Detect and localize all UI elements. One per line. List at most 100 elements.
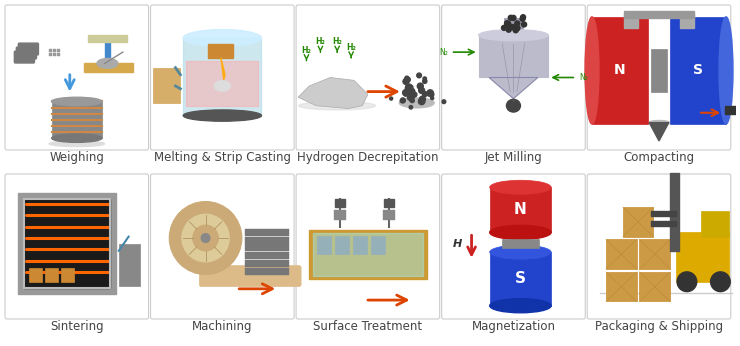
- Circle shape: [710, 272, 730, 292]
- Circle shape: [408, 96, 411, 100]
- Circle shape: [511, 15, 516, 20]
- Circle shape: [409, 98, 413, 101]
- Bar: [152, 67, 181, 103]
- Bar: [49, 53, 53, 56]
- Circle shape: [404, 92, 408, 96]
- Circle shape: [417, 83, 423, 89]
- Text: H: H: [453, 239, 462, 249]
- Bar: [49, 49, 53, 52]
- Bar: [701, 211, 729, 237]
- FancyBboxPatch shape: [16, 47, 36, 59]
- Circle shape: [506, 27, 511, 32]
- Bar: [606, 272, 636, 301]
- Bar: [724, 106, 730, 114]
- Circle shape: [408, 88, 415, 95]
- Bar: [383, 210, 394, 220]
- Ellipse shape: [214, 80, 231, 92]
- Circle shape: [427, 90, 434, 97]
- Bar: [490, 187, 551, 233]
- Bar: [88, 35, 127, 42]
- Text: Melting & Strip Casting: Melting & Strip Casting: [154, 151, 291, 164]
- Bar: [670, 17, 726, 124]
- FancyBboxPatch shape: [442, 5, 585, 150]
- Bar: [246, 244, 289, 252]
- Bar: [676, 233, 729, 282]
- Circle shape: [502, 25, 506, 30]
- Bar: [246, 229, 289, 236]
- FancyBboxPatch shape: [5, 174, 149, 319]
- Ellipse shape: [490, 245, 551, 259]
- Bar: [184, 38, 261, 116]
- Ellipse shape: [719, 17, 733, 124]
- Circle shape: [423, 79, 427, 83]
- Text: N: N: [614, 63, 626, 78]
- Text: H₂: H₂: [301, 46, 312, 55]
- Text: H₂: H₂: [346, 43, 356, 52]
- Bar: [246, 260, 289, 267]
- FancyBboxPatch shape: [5, 5, 149, 150]
- Bar: [730, 106, 736, 114]
- Bar: [61, 268, 74, 282]
- Circle shape: [408, 95, 411, 98]
- Ellipse shape: [184, 110, 261, 121]
- FancyBboxPatch shape: [199, 266, 301, 286]
- Circle shape: [403, 90, 408, 96]
- Circle shape: [431, 97, 434, 100]
- Text: S: S: [515, 271, 526, 286]
- Bar: [353, 236, 367, 254]
- FancyBboxPatch shape: [296, 174, 440, 319]
- Circle shape: [510, 25, 514, 29]
- Bar: [246, 268, 289, 275]
- Ellipse shape: [52, 97, 102, 106]
- Bar: [384, 199, 394, 207]
- Bar: [53, 53, 56, 56]
- Text: H₂: H₂: [332, 37, 342, 46]
- Circle shape: [193, 225, 218, 251]
- Bar: [209, 44, 234, 58]
- Ellipse shape: [648, 120, 670, 125]
- Text: Surface Treatment: Surface Treatment: [313, 320, 423, 333]
- Bar: [592, 17, 648, 124]
- FancyBboxPatch shape: [296, 5, 440, 150]
- Polygon shape: [298, 78, 368, 109]
- FancyBboxPatch shape: [150, 174, 294, 319]
- Bar: [29, 268, 42, 282]
- Circle shape: [520, 16, 525, 21]
- Bar: [335, 236, 349, 254]
- Bar: [18, 193, 116, 294]
- FancyBboxPatch shape: [150, 5, 294, 150]
- Bar: [680, 14, 694, 28]
- Circle shape: [442, 100, 445, 103]
- Text: Weighing: Weighing: [50, 151, 104, 164]
- Bar: [639, 239, 670, 269]
- Circle shape: [508, 15, 514, 20]
- Circle shape: [417, 73, 422, 78]
- Ellipse shape: [490, 299, 551, 313]
- Ellipse shape: [400, 98, 434, 108]
- Circle shape: [514, 28, 518, 33]
- Text: H₂: H₂: [315, 37, 326, 46]
- Ellipse shape: [585, 17, 599, 124]
- Circle shape: [505, 21, 511, 26]
- Bar: [309, 230, 426, 279]
- Bar: [639, 272, 670, 301]
- FancyBboxPatch shape: [442, 174, 585, 319]
- Text: N: N: [514, 202, 527, 217]
- Text: Machining: Machining: [192, 320, 252, 333]
- Circle shape: [412, 92, 417, 97]
- Ellipse shape: [97, 58, 118, 69]
- Circle shape: [400, 98, 406, 103]
- Bar: [53, 49, 56, 52]
- Circle shape: [419, 88, 425, 93]
- Circle shape: [406, 77, 410, 82]
- Circle shape: [182, 214, 229, 262]
- Bar: [371, 236, 385, 254]
- Bar: [119, 244, 140, 286]
- Circle shape: [515, 26, 520, 31]
- Bar: [624, 14, 638, 28]
- Circle shape: [511, 25, 517, 30]
- Text: S: S: [693, 63, 703, 78]
- Circle shape: [423, 92, 427, 97]
- Circle shape: [418, 98, 425, 104]
- Bar: [504, 18, 523, 37]
